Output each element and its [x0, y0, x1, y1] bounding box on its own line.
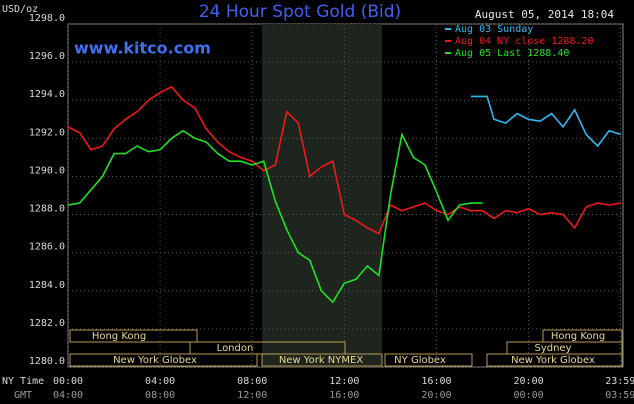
session-label: New York NYMEX [279, 355, 364, 366]
session-box [384, 353, 473, 367]
session-box [69, 329, 198, 343]
series-line [67, 85, 621, 235]
x2-tick-label: 12:00 [237, 390, 267, 401]
x-tick-label: 00:00 [53, 376, 83, 387]
legend-entry: Aug 03 Sunday [455, 24, 533, 35]
x-tick-label: 23:59 [605, 376, 634, 387]
session-label: London [217, 343, 254, 354]
series-line [67, 129, 483, 304]
session-box [69, 353, 258, 367]
session-box [261, 353, 383, 367]
x2-tick-label: 03:59 [605, 390, 634, 401]
y-tick-label: 1292.0 [29, 127, 65, 138]
session-label: New York Globex [113, 355, 197, 366]
chart-date: August 05, 2014 18:04 [475, 8, 614, 21]
session-label: Hong Kong [92, 331, 146, 342]
x2-tick-label: 20:00 [421, 390, 451, 401]
nymex-shading [262, 24, 382, 367]
x2-tick-label: 08:00 [145, 390, 175, 401]
x-tick-label: 12:00 [329, 376, 359, 387]
y-axis-label: USD/oz [2, 4, 38, 15]
watermark: www.kitco.com [74, 39, 211, 58]
y-tick-label: 1286.0 [29, 242, 65, 253]
x-tick-label: 04:00 [145, 376, 175, 387]
legend-entry: Aug 05 Last 1288.40 [455, 48, 569, 59]
x2-tick-label: 04:00 [53, 390, 83, 401]
grid [67, 23, 623, 368]
series-line [471, 95, 621, 148]
legend-entry: Aug 04 NY close 1288.20 [455, 36, 593, 47]
y-tick-label: 1282.0 [29, 318, 65, 329]
session-label: Sydney [534, 343, 571, 354]
sessions: Hong Kong London New York Globex New Yor… [69, 329, 623, 367]
session-label: NY Globex [394, 355, 446, 366]
session-label: Hong Kong [551, 331, 605, 342]
y-tick-label: 1284.0 [29, 280, 65, 291]
x-tick-label: 08:00 [237, 376, 267, 387]
x2-tick-label: 16:00 [329, 390, 359, 401]
x-tick-label: 16:00 [421, 376, 451, 387]
y-tick-label: 1290.0 [29, 165, 65, 176]
y-tick-label: 1280.0 [29, 356, 65, 367]
x2-tick-label: 00:00 [514, 390, 544, 401]
session-box [486, 353, 623, 367]
chart-title: 24 Hour Spot Gold (Bid) [199, 2, 401, 22]
y-tick-label: 1298.0 [29, 13, 65, 24]
session-box [542, 329, 623, 343]
x-axis-label: NY Time [2, 376, 44, 387]
y-tick-label: 1288.0 [29, 204, 65, 215]
session-label: New York Globex [511, 355, 595, 366]
x2-axis-label: GMT [14, 390, 32, 401]
y-tick-label: 1296.0 [29, 51, 65, 62]
x-tick-label: 20:00 [514, 376, 544, 387]
y-tick-label: 1294.0 [29, 89, 65, 100]
